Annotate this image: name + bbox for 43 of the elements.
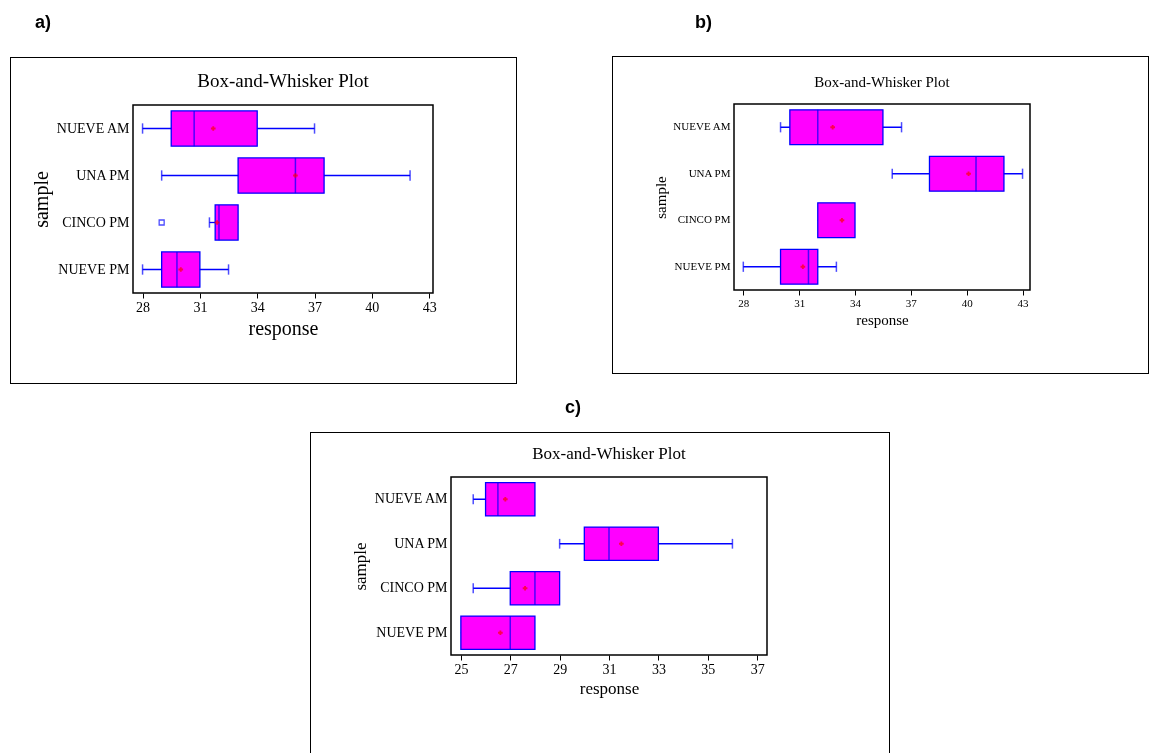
chart-title: Box-and-Whisker Plot <box>197 70 370 91</box>
y-axis-title: sample <box>652 175 669 219</box>
x-tick-label: 34 <box>250 299 265 315</box>
x-tick-label: 29 <box>553 661 568 677</box>
x-tick-label: 35 <box>701 661 716 677</box>
x-axis-title: response <box>856 311 910 328</box>
x-tick-label: 34 <box>850 296 862 309</box>
y-tick-label: UNA PM <box>76 167 131 183</box>
y-tick-label: NUEVE PM <box>674 259 731 272</box>
text: b) <box>695 12 712 33</box>
y-tick-label: CINCO PM <box>62 214 131 230</box>
y-tick-label: NUEVE AM <box>374 491 449 507</box>
x-tick-label: 31 <box>193 299 208 315</box>
x-tick-label: 37 <box>750 661 765 677</box>
text: a) <box>35 12 52 33</box>
y-tick-label: NUEVE AM <box>56 120 131 136</box>
y-tick-label: CINCO PM <box>677 213 731 226</box>
x-tick-label: 31 <box>602 661 617 677</box>
x-tick-label: 25 <box>454 661 469 677</box>
x-axis-title: response <box>579 678 640 698</box>
y-tick-label: UNA PM <box>688 166 731 179</box>
x-tick-label: 27 <box>503 661 518 677</box>
y-tick-label: CINCO PM <box>380 580 449 596</box>
x-tick-label: 43 <box>422 299 437 315</box>
y-axis-title: sample <box>351 542 371 591</box>
chart-title: Box-and-Whisker Plot <box>814 74 951 90</box>
x-axis-title: response <box>248 316 319 340</box>
x-tick-label: 37 <box>905 296 918 309</box>
x-tick-label: 28 <box>136 299 151 315</box>
y-tick-label: NUEVE AM <box>673 120 731 133</box>
x-tick-label: 33 <box>651 661 666 677</box>
chart-title: Box-and-Whisker Plot <box>532 444 686 463</box>
y-tick-label: NUEVE PM <box>376 624 449 640</box>
x-tick-label: 28 <box>738 296 750 309</box>
y-axis-title: sample <box>30 171 54 228</box>
x-tick-label: 43 <box>1017 296 1030 309</box>
x-tick-label: 31 <box>794 296 806 309</box>
y-tick-label: NUEVE PM <box>58 261 131 277</box>
x-tick-label: 40 <box>365 299 380 315</box>
x-tick-label: 40 <box>961 296 974 309</box>
x-tick-label: 37 <box>308 299 323 315</box>
text: c) <box>565 397 582 418</box>
y-tick-label: UNA PM <box>394 535 449 551</box>
